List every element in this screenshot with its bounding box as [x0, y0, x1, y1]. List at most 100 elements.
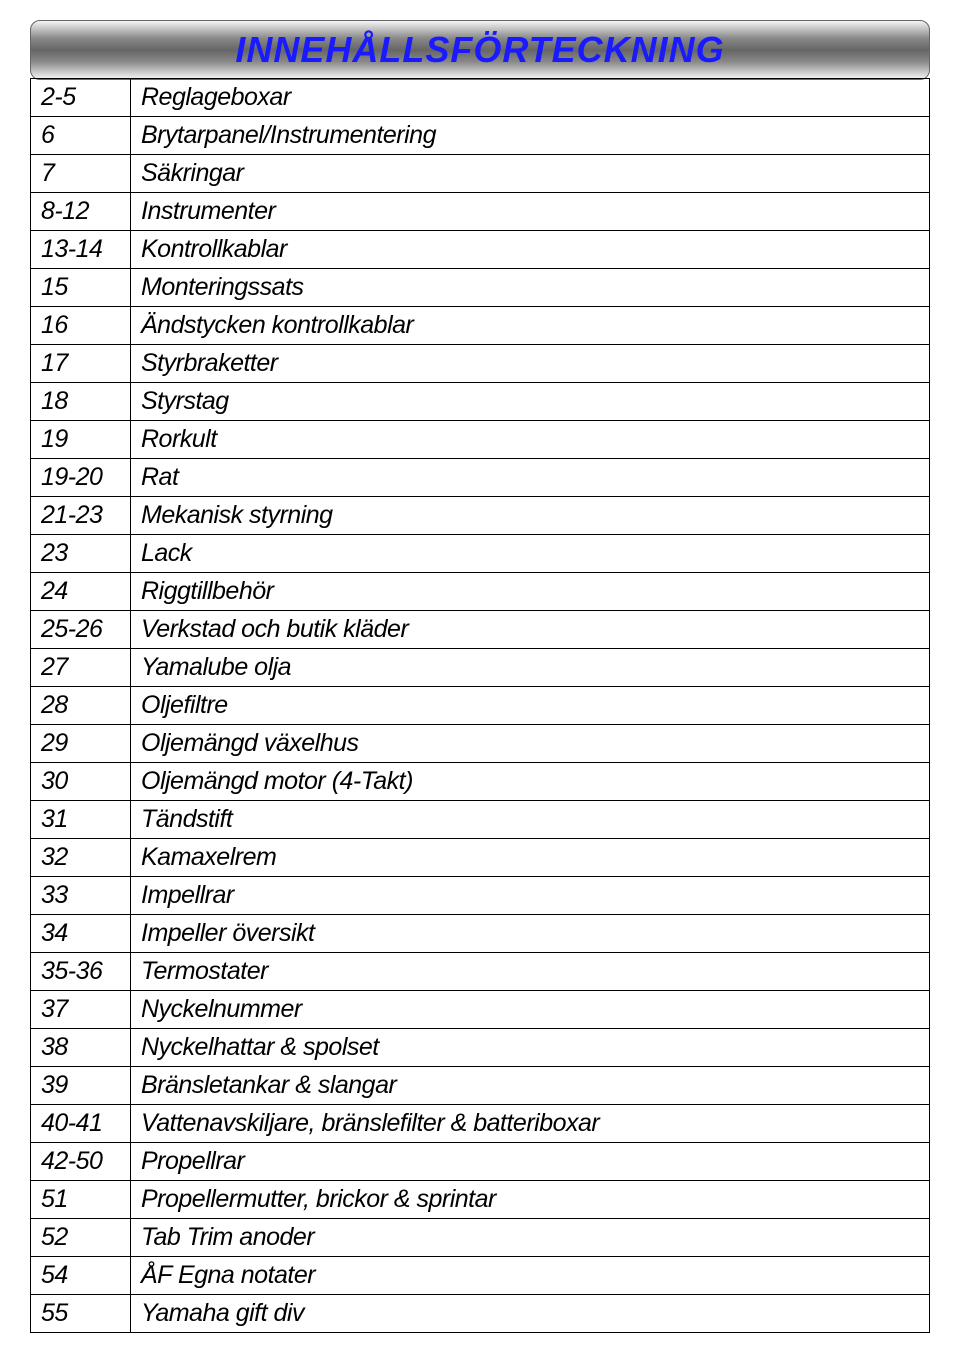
toc-page: 24: [31, 573, 131, 611]
toc-page: 31: [31, 801, 131, 839]
table-row: 54ÅF Egna notater: [31, 1257, 930, 1295]
toc-label: Oljefiltre: [131, 687, 930, 725]
toc-label: Bränsletankar & slangar: [131, 1067, 930, 1105]
toc-page: 23: [31, 535, 131, 573]
toc-page: 55: [31, 1295, 131, 1333]
table-row: 51Propellermutter, brickor & sprintar: [31, 1181, 930, 1219]
toc-label: Rorkult: [131, 421, 930, 459]
toc-page: 37: [31, 991, 131, 1029]
table-row: 7Säkringar: [31, 155, 930, 193]
toc-page: 25-26: [31, 611, 131, 649]
table-row: 42-50Propellrar: [31, 1143, 930, 1181]
toc-label: Styrstag: [131, 383, 930, 421]
table-row: 25-26Verkstad och butik kläder: [31, 611, 930, 649]
toc-label: Impeller översikt: [131, 915, 930, 953]
table-row: 6Brytarpanel/Instrumentering: [31, 117, 930, 155]
toc-page: 15: [31, 269, 131, 307]
toc-label: Propellrar: [131, 1143, 930, 1181]
toc-label: Säkringar: [131, 155, 930, 193]
toc-label: ÅF Egna notater: [131, 1257, 930, 1295]
toc-label: Termostater: [131, 953, 930, 991]
toc-label: Yamalube olja: [131, 649, 930, 687]
toc-label: Propellermutter, brickor & sprintar: [131, 1181, 930, 1219]
table-row: 19Rorkult: [31, 421, 930, 459]
table-row: 23Lack: [31, 535, 930, 573]
toc-label: Nyckelhattar & spolset: [131, 1029, 930, 1067]
toc-label: Yamaha gift div: [131, 1295, 930, 1333]
toc-label: Monteringssats: [131, 269, 930, 307]
toc-page: 27: [31, 649, 131, 687]
table-row: 34Impeller översikt: [31, 915, 930, 953]
table-row: 15Monteringssats: [31, 269, 930, 307]
toc-page: 28: [31, 687, 131, 725]
toc-label: Instrumenter: [131, 193, 930, 231]
toc-page: 40-41: [31, 1105, 131, 1143]
toc-page: 16: [31, 307, 131, 345]
table-row: 52Tab Trim anoder: [31, 1219, 930, 1257]
toc-page: 42-50: [31, 1143, 131, 1181]
toc-page: 29: [31, 725, 131, 763]
table-row: 40-41Vattenavskiljare, bränslefilter & b…: [31, 1105, 930, 1143]
header-bar: INNEHÅLLSFÖRTECKNING: [30, 20, 930, 80]
toc-page: 8-12: [31, 193, 131, 231]
toc-label: Oljemängd växelhus: [131, 725, 930, 763]
table-row: 13-14Kontrollkablar: [31, 231, 930, 269]
toc-page: 7: [31, 155, 131, 193]
toc-page: 32: [31, 839, 131, 877]
toc-page: 38: [31, 1029, 131, 1067]
table-row: 30Oljemängd motor (4-Takt): [31, 763, 930, 801]
toc-label: Lack: [131, 535, 930, 573]
toc-page: 54: [31, 1257, 131, 1295]
toc-page: 2-5: [31, 79, 131, 117]
table-row: 37Nyckelnummer: [31, 991, 930, 1029]
table-row: 55Yamaha gift div: [31, 1295, 930, 1333]
toc-table: 2-5Reglageboxar6Brytarpanel/Instrumenter…: [30, 78, 930, 1333]
toc-label: Styrbraketter: [131, 345, 930, 383]
table-row: 35-36Termostater: [31, 953, 930, 991]
table-row: 31Tändstift: [31, 801, 930, 839]
toc-page: 21-23: [31, 497, 131, 535]
toc-label: Tändstift: [131, 801, 930, 839]
table-row: 29Oljemängd växelhus: [31, 725, 930, 763]
toc-label: Nyckelnummer: [131, 991, 930, 1029]
toc-page: 19-20: [31, 459, 131, 497]
table-row: 38Nyckelhattar & spolset: [31, 1029, 930, 1067]
table-row: 19-20Rat: [31, 459, 930, 497]
toc-page: 13-14: [31, 231, 131, 269]
table-row: 8-12Instrumenter: [31, 193, 930, 231]
toc-page: 33: [31, 877, 131, 915]
toc-label: Impellrar: [131, 877, 930, 915]
toc-label: Rat: [131, 459, 930, 497]
table-row: 33Impellrar: [31, 877, 930, 915]
toc-page: 19: [31, 421, 131, 459]
toc-label: Kontrollkablar: [131, 231, 930, 269]
table-row: 39Bränsletankar & slangar: [31, 1067, 930, 1105]
toc-label: Mekanisk styrning: [131, 497, 930, 535]
toc-body: 2-5Reglageboxar6Brytarpanel/Instrumenter…: [31, 79, 930, 1333]
table-row: 28Oljefiltre: [31, 687, 930, 725]
toc-label: Verkstad och butik kläder: [131, 611, 930, 649]
table-row: 16Ändstycken kontrollkablar: [31, 307, 930, 345]
toc-page: 30: [31, 763, 131, 801]
page-title: INNEHÅLLSFÖRTECKNING: [51, 29, 909, 71]
toc-label: Tab Trim anoder: [131, 1219, 930, 1257]
table-row: 27Yamalube olja: [31, 649, 930, 687]
table-row: 32Kamaxelrem: [31, 839, 930, 877]
toc-page: 18: [31, 383, 131, 421]
toc-label: Reglageboxar: [131, 79, 930, 117]
toc-label: Vattenavskiljare, bränslefilter & batter…: [131, 1105, 930, 1143]
toc-label: Ändstycken kontrollkablar: [131, 307, 930, 345]
toc-page: 51: [31, 1181, 131, 1219]
toc-page: 39: [31, 1067, 131, 1105]
toc-label: Riggtillbehör: [131, 573, 930, 611]
toc-label: Kamaxelrem: [131, 839, 930, 877]
toc-page: 6: [31, 117, 131, 155]
table-row: 21-23Mekanisk styrning: [31, 497, 930, 535]
table-row: 2-5Reglageboxar: [31, 79, 930, 117]
toc-page: 52: [31, 1219, 131, 1257]
toc-label: Oljemängd motor (4-Takt): [131, 763, 930, 801]
table-row: 18Styrstag: [31, 383, 930, 421]
toc-label: Brytarpanel/Instrumentering: [131, 117, 930, 155]
table-row: 24Riggtillbehör: [31, 573, 930, 611]
table-row: 17Styrbraketter: [31, 345, 930, 383]
